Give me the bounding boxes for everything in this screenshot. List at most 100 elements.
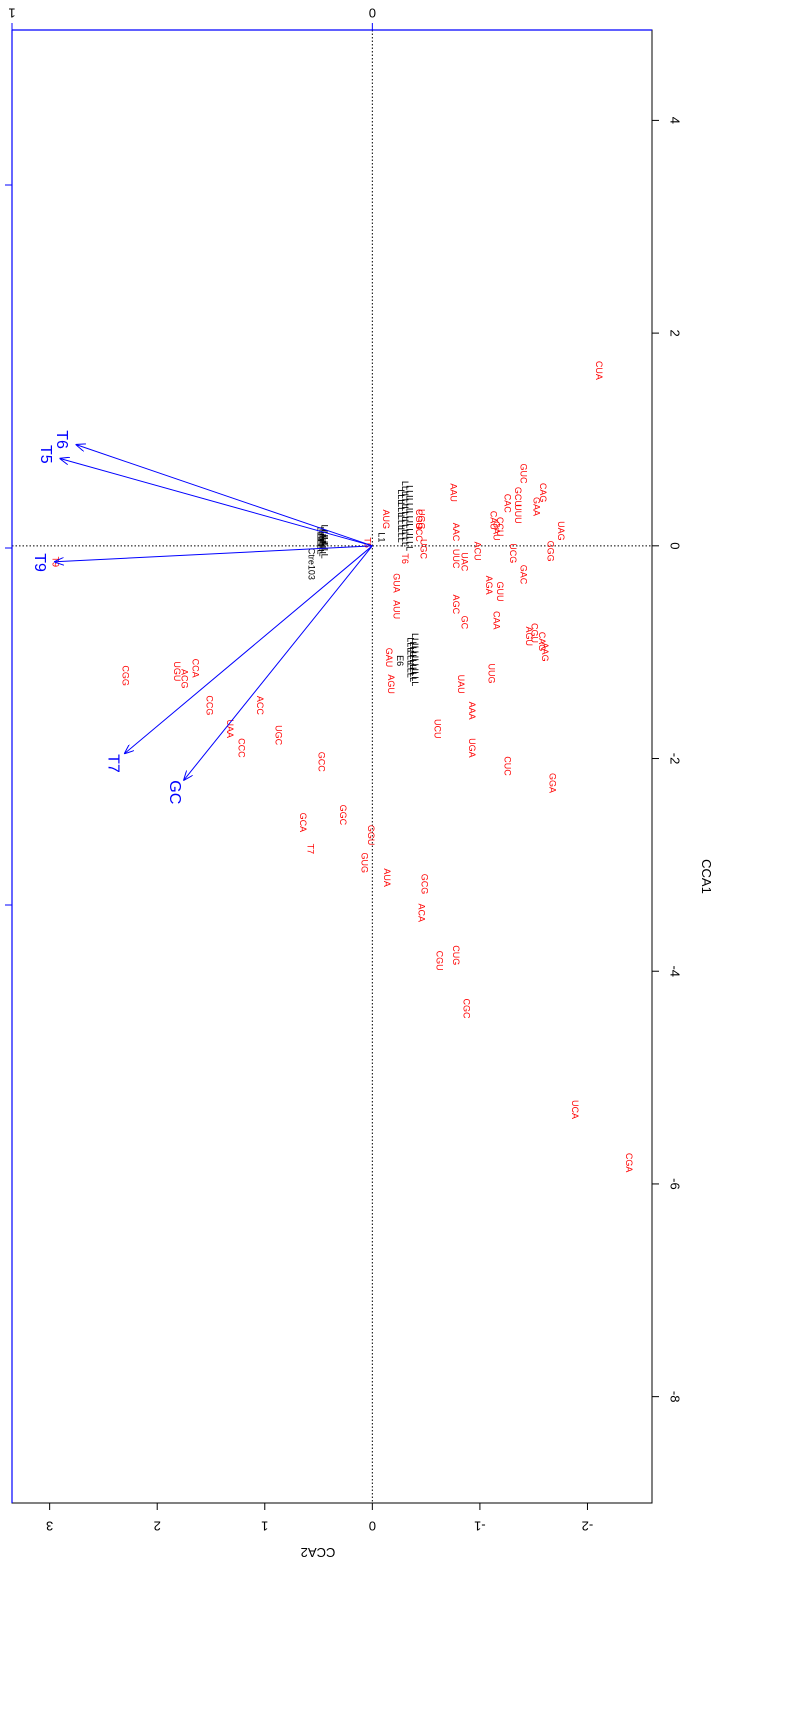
sample-cluster-mark: LLL: [396, 515, 406, 530]
sample-cluster-mark: LLL: [400, 506, 410, 521]
codon-point-label: CGU: [529, 623, 539, 643]
x-tick-label: 2: [668, 329, 683, 336]
sample-cluster-mark: LLL: [405, 498, 415, 513]
environment-vector-label: GC: [166, 780, 183, 804]
codon-point-label: AGC: [451, 595, 461, 615]
codon-point-label: GUU: [495, 582, 505, 602]
sample-cluster-mark: LLL: [405, 523, 415, 538]
codon-point-label: CGC: [462, 998, 472, 1019]
sample-point-label: Ctre103: [307, 548, 317, 580]
codon-point-label: UCA: [570, 1100, 580, 1119]
codon-point-label: GCC: [316, 752, 326, 773]
sample-point-label: L1: [377, 532, 387, 542]
sample-cluster-mark: LLL: [408, 667, 418, 682]
sample-cluster-mark: LLL: [405, 536, 415, 551]
x-tick-label: -2: [668, 753, 683, 765]
environment-vector-label: T9: [31, 553, 48, 572]
codon-point-label: ACG: [180, 669, 190, 689]
codon-point-label: CUC: [502, 756, 512, 776]
codon-point-label: GAU: [492, 521, 502, 541]
environment-vector-arrow: [184, 545, 373, 780]
codon-point-label: UGC: [419, 539, 429, 560]
sample-cluster-mark: LLL: [406, 663, 416, 678]
codon-point-label: CAU: [488, 511, 498, 530]
environment-vector-arrow: [60, 459, 373, 547]
sample-cluster-mark: LLL: [320, 544, 330, 559]
codon-point-label: UUU: [513, 504, 523, 524]
sample-cluster-mark: LLL: [405, 485, 415, 500]
codon-point-label: GAC: [519, 565, 529, 585]
codon-point-label: GGG: [545, 541, 555, 562]
sample-cluster-mark: LLL: [315, 527, 325, 542]
codon-point-label: AGU: [386, 674, 396, 694]
sample-cluster-mark: LLL: [320, 537, 330, 552]
codon-point-label: ACU: [472, 542, 482, 561]
codon-point-label: UUC: [451, 549, 461, 569]
environment-vector-label: T5: [37, 445, 54, 464]
x-tick-label: -8: [668, 1391, 683, 1403]
codon-point-label: GAU: [384, 648, 394, 668]
codon-point-label: AUG: [381, 509, 391, 529]
codon-point-label: AAG: [540, 643, 550, 662]
sample-cluster-mark: LLL: [400, 481, 410, 496]
sample-cluster-mark: LLL: [400, 494, 410, 509]
codon-point-label: CCA: [190, 659, 200, 678]
x-tick-label: 0: [668, 542, 683, 549]
sample-cluster-mark: LLL: [405, 511, 415, 526]
codon-point-label: GCU: [513, 487, 523, 507]
codon-point-label: CCC: [237, 738, 247, 758]
codon-point-label: CUA: [594, 361, 604, 380]
codon-point-label: CGG: [414, 509, 424, 530]
codon-point-label: ACA: [416, 903, 426, 922]
codon-point-label: AAU: [449, 483, 459, 502]
codon-point-label: CCU: [495, 517, 505, 537]
codon-point-label: CCG: [204, 695, 214, 715]
sample-cluster-mark: LLL: [396, 489, 406, 504]
sample-cluster-mark: LLL: [410, 633, 420, 648]
codon-point-label: GUC: [519, 463, 529, 484]
codon-point-label: UCC: [414, 522, 424, 542]
codon-point-label: AUA: [382, 868, 392, 887]
codon-point-label: AGU: [524, 626, 534, 646]
codon-point-label: ACC: [255, 696, 265, 716]
codon-point-label: T7: [306, 844, 316, 855]
sample-point-label: E6: [395, 655, 405, 666]
sample-cluster-mark: LLL: [400, 532, 410, 547]
codon-point-label: AAC: [451, 523, 461, 542]
sample-cluster-mark: LLL: [396, 502, 406, 517]
secondary-top-tick-label: 1: [8, 6, 15, 21]
y-tick-label: -1: [474, 1519, 486, 1534]
y-tick-label: -2: [582, 1519, 594, 1534]
sample-cluster-mark: LLL: [410, 671, 420, 686]
codon-point-label: UAU: [456, 675, 466, 694]
codon-point-label: GCG: [420, 874, 430, 895]
codon-point-label: UGU: [172, 661, 182, 681]
sample-cluster-mark: LLL: [406, 650, 416, 665]
codon-point-label: T6: [400, 553, 410, 564]
sample-cluster-mark: LLL: [317, 535, 327, 550]
codon-point-label: GGU: [366, 825, 376, 846]
secondary-top-tick-label: 0: [369, 6, 376, 21]
codon-point-label: GAA: [531, 497, 541, 516]
x-tick-label: 4: [668, 117, 683, 124]
codon-point-label: CAG: [537, 632, 547, 652]
sample-cluster-mark: LLL: [317, 541, 327, 556]
environment-vector-label: T6: [53, 430, 70, 449]
sample-cluster-mark: LLL: [410, 658, 420, 673]
y-tick-label: 2: [154, 1519, 161, 1534]
sample-cluster-mark: LLL: [315, 533, 325, 548]
y-tick-label: 0: [369, 1519, 376, 1534]
codon-point-label: AUU: [392, 600, 402, 619]
sample-cluster-mark: LLL: [315, 539, 325, 554]
codon-point-label: CAG: [538, 483, 548, 503]
x-tick-label: -6: [668, 1178, 683, 1190]
environment-vector-arrow: [125, 545, 373, 753]
codon-point-label: UCG: [508, 543, 518, 563]
plot-area: -8-6-4-2024-2-1012301LLLLLLLLLLLLLLLLLLL…: [5, 6, 683, 1534]
x-tick-label: -4: [668, 965, 683, 977]
codon-point-label: AGA: [484, 576, 494, 595]
codon-point-label: UGG: [416, 509, 426, 530]
codon-point-label: UUG: [486, 663, 496, 683]
